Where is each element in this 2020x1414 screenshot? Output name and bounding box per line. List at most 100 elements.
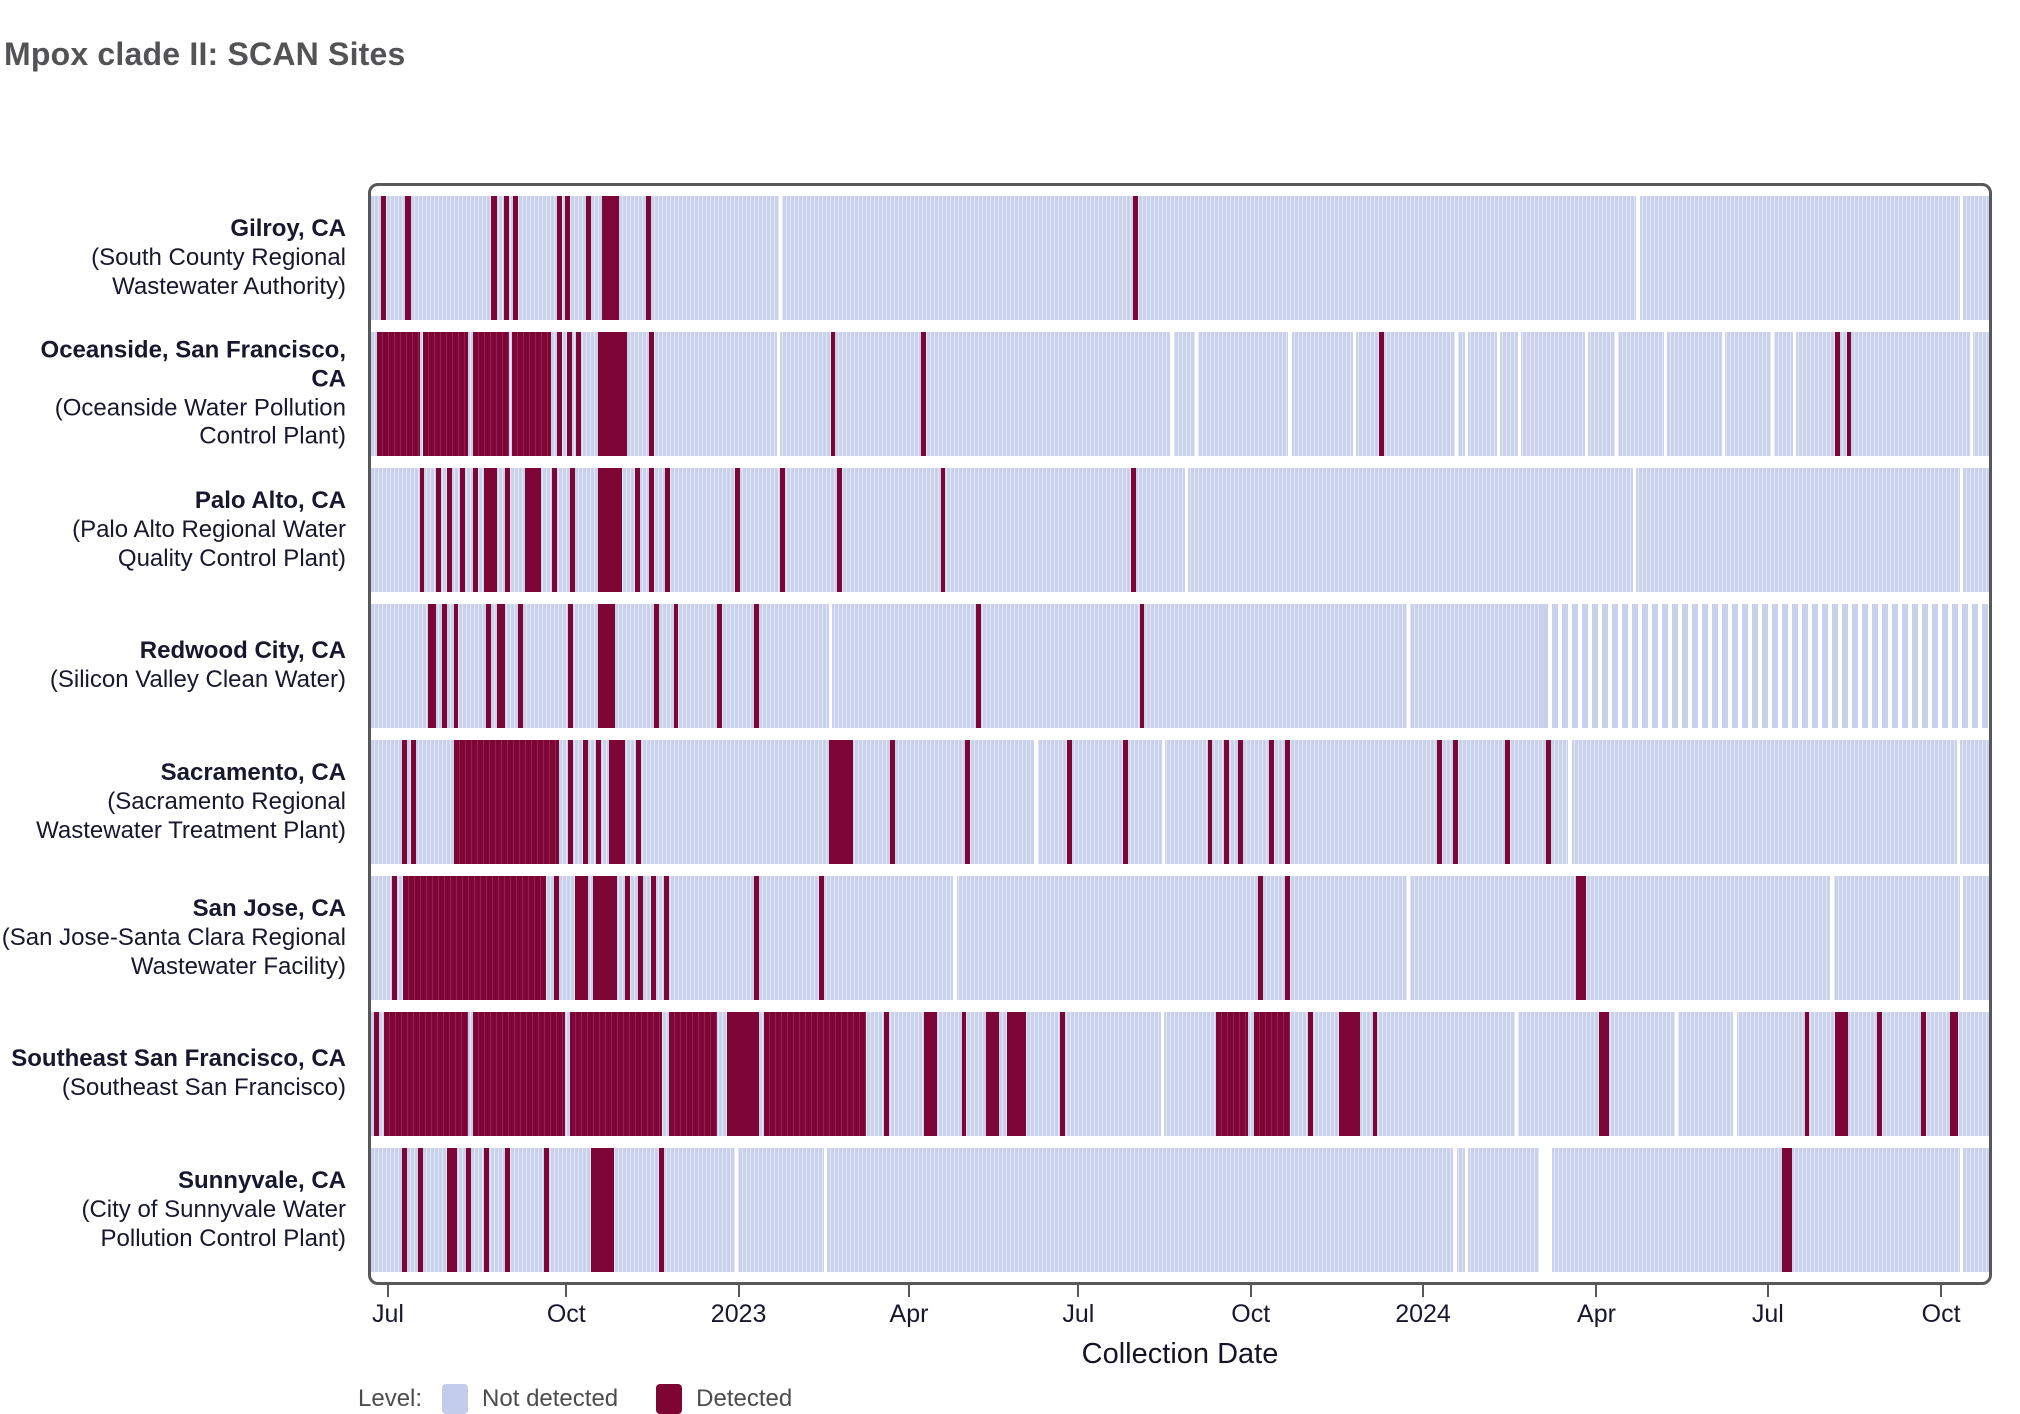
detected-segment (380, 196, 386, 320)
no-sample-gap (1633, 468, 1637, 592)
detected-segment (1379, 332, 1384, 456)
detected-segment (1285, 740, 1290, 864)
detected-segment (1781, 1148, 1792, 1272)
detected-segment (505, 468, 511, 592)
detected-segment (485, 604, 491, 728)
legend: Level: Not detected Detected (358, 1384, 814, 1414)
detected-segment (726, 1012, 760, 1136)
site-row (371, 1148, 1989, 1272)
tick-label: 2024 (1395, 1300, 1451, 1328)
detected-segment (574, 876, 588, 1000)
detected-segment (453, 740, 559, 864)
detected-segment (754, 876, 760, 1000)
site-name: Sacramento, CA (160, 758, 346, 786)
detected-segment (570, 468, 575, 592)
no-sample-gap (735, 1148, 739, 1272)
detected-segment (566, 332, 572, 456)
no-sample-gap (1568, 740, 1572, 864)
site-label: Palo Alto, CA (Palo Alto Regional Water Q… (0, 487, 346, 573)
detected-segment (568, 604, 574, 728)
site-row (371, 1012, 1989, 1136)
no-sample-gap (1464, 1148, 1468, 1272)
site-row (371, 740, 1989, 864)
detected-segment (1453, 740, 1459, 864)
detected-segment (1846, 332, 1852, 456)
detected-segment (828, 740, 854, 864)
tick-label: Jul (1062, 1300, 1095, 1328)
no-sample-gap (1770, 332, 1774, 456)
no-sample-gap (1675, 1012, 1679, 1136)
detected-segment (505, 1148, 511, 1272)
detected-segment (422, 332, 469, 456)
detected-segment (1505, 740, 1511, 864)
detected-segment (442, 604, 448, 728)
detected-segment (649, 332, 655, 456)
detected-segment (1060, 1012, 1066, 1136)
detected-segment (401, 740, 407, 864)
detected-segment (570, 1012, 663, 1136)
detected-segment (668, 1012, 718, 1136)
detected-segment (453, 604, 459, 728)
tick-label: Apr (1577, 1300, 1616, 1328)
plot-panel (368, 183, 1992, 1285)
no-sample-gap (1464, 332, 1468, 456)
site-facility: (San Jose-Santa Clara Regional Wastewate… (1, 923, 346, 980)
no-sample-gap (1162, 740, 1166, 864)
detected-segment (961, 1012, 967, 1136)
site-row (371, 332, 1989, 456)
detected-segment (1238, 740, 1244, 864)
x-axis-title: Collection Date (1081, 1338, 1279, 1370)
detected-segment (1268, 740, 1274, 864)
detected-segment (1835, 332, 1841, 456)
tick-mark (1249, 1285, 1252, 1297)
detected-segment (1877, 1012, 1883, 1136)
detected-segment (513, 196, 519, 320)
no-sample-gap (1722, 332, 1726, 456)
detected-segment (1950, 1012, 1959, 1136)
tick-mark (386, 1285, 389, 1297)
detected-segment (924, 1012, 938, 1136)
detected-segment (1307, 1012, 1313, 1136)
tick-mark (1422, 1285, 1425, 1297)
detected-segment (1254, 1012, 1291, 1136)
detected-segment (663, 876, 669, 1000)
no-sample-gap (1969, 332, 1973, 456)
tick-label: Jul (1751, 1300, 1784, 1328)
site-row (371, 604, 1989, 728)
tick-label: Oct (1921, 1300, 1961, 1328)
detected-segment (552, 468, 558, 592)
detected-segment (435, 468, 441, 592)
detected-segment (836, 468, 842, 592)
detected-segment (576, 332, 582, 456)
tick-mark (907, 1285, 910, 1297)
detected-segment (592, 876, 617, 1000)
site-label: Gilroy, CA (South County Regional Wastewa… (0, 215, 346, 301)
detected-segment (411, 740, 417, 864)
site-row (371, 468, 1989, 592)
site-facility: (South County Regional Wastewater Author… (91, 243, 346, 300)
no-sample-gap (1663, 332, 1668, 456)
detected-segment (597, 468, 622, 592)
no-sample-gap (1584, 332, 1588, 456)
no-sample-gap (1518, 332, 1522, 456)
site-row (371, 876, 1989, 1000)
site-label: Oceanside, San Francisco, CA (Oceanside W… (0, 336, 346, 451)
tick-mark (565, 1285, 568, 1297)
legend-title: Level: (358, 1385, 423, 1412)
detected-segment (459, 468, 465, 592)
no-sample-gap (1959, 196, 1964, 320)
detected-segment (557, 196, 562, 320)
detected-segment (646, 196, 651, 320)
no-sample-gap (1733, 1012, 1737, 1136)
detected-segment (1207, 740, 1213, 864)
tick-label: Oct (546, 1300, 586, 1328)
site-name: Sunnyvale, CA (177, 1166, 346, 1194)
detected-segment (1133, 196, 1138, 320)
tick-mark (1940, 1285, 1943, 1297)
site-row (371, 196, 1989, 320)
detected-segment (1545, 740, 1551, 864)
detected-segment (1139, 604, 1145, 728)
detected-segment (1257, 876, 1263, 1000)
detected-segment (447, 468, 452, 592)
detected-segment (447, 1148, 457, 1272)
